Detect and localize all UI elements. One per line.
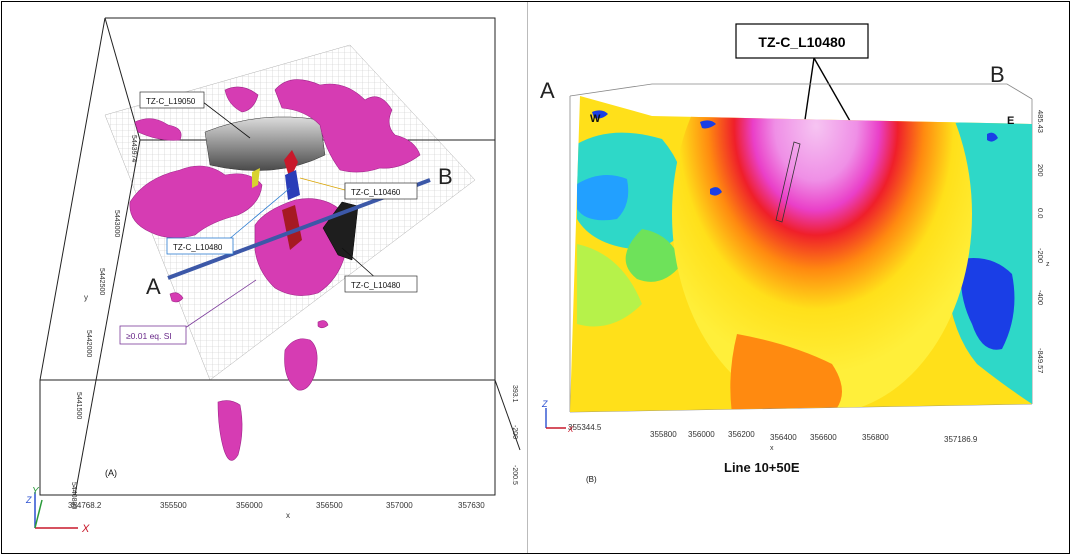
east-label: E <box>1007 115 1014 127</box>
x-tick-b-7: 357186.9 <box>944 435 978 444</box>
x-tick-5: 357630 <box>458 501 485 510</box>
x-tick-b-4: 356400 <box>770 433 797 442</box>
panel-divider <box>527 2 528 553</box>
x-tick-1: 355500 <box>160 501 187 510</box>
plate-red-lower <box>282 205 302 250</box>
panel-b-canvas: TZ-C_L10480 A B W E 485 <box>540 23 1050 484</box>
triad-a-y-label: Y <box>32 486 40 497</box>
top-label-text: TZ-C_L10480 <box>758 34 845 50</box>
z-tick-2: -200.5 <box>511 465 518 485</box>
callout-l10460-left-text: TZ-C_L10480 <box>173 243 223 252</box>
mag-body-north-small <box>224 86 259 113</box>
point-a-label-b: A <box>540 78 555 103</box>
plate-yellow <box>252 168 260 188</box>
x-tick-b-3: 356200 <box>728 430 755 439</box>
triad-b-x-label: X <box>567 425 574 434</box>
mag-body-west-fleck <box>169 292 184 303</box>
plate-red <box>284 150 298 180</box>
z-tick-b-5: -849.57 <box>1036 348 1045 373</box>
point-b-label-b: B <box>990 62 1005 87</box>
callout-l10460-left: TZ-C_L10480 <box>166 187 291 255</box>
panel-a-caption: (A) <box>105 468 117 478</box>
plate-blue <box>285 170 300 200</box>
y-tick-2: 5442000 <box>85 330 92 357</box>
callout-threshold: ≥0.01 eq. SI <box>119 279 257 345</box>
susceptibility-bodies <box>129 79 421 461</box>
top-label-box <box>735 23 869 59</box>
drill-trace <box>775 141 801 223</box>
x-axis-ticks-b: 355344.5 355800 356000 356200 356400 356… <box>568 423 978 444</box>
axis-triad-b: Z X <box>541 399 574 434</box>
point-a-label: A <box>146 274 161 299</box>
panel-a-3d-model: A B TZ-C_L19050 TZ-C_L10460 TZ-C_L10480 … <box>20 10 525 548</box>
mag-body-northwest-small <box>134 118 182 141</box>
x-tick-4: 357000 <box>386 501 413 510</box>
z-axis-ticks: 393.1 -200 -200.5 <box>511 385 518 485</box>
mag-body-south-deep <box>217 400 243 461</box>
z-tick-0: 393.1 <box>511 385 518 403</box>
section-title: Line 10+50E <box>724 460 800 475</box>
mag-body-north-arm <box>274 79 421 173</box>
callout-l19050: TZ-C_L19050 <box>139 91 251 139</box>
x-tick-b-2: 356000 <box>688 430 715 439</box>
z-axis-label-b: z <box>1046 261 1050 268</box>
y-tick-3: 5442500 <box>98 268 105 295</box>
z-tick-1: -200 <box>511 425 518 439</box>
x-axis-ticks: 354768.2 355500 356000 356500 357000 357… <box>68 501 485 510</box>
x-tick-0: 354768.2 <box>68 501 102 510</box>
triad-b-z-label: Z <box>541 399 548 409</box>
mag-body-central-west <box>129 165 263 239</box>
threshold-label: ≥0.01 eq. SI <box>126 331 172 341</box>
z-tick-b-1: 200 <box>1036 164 1045 177</box>
mag-body-east-fleck <box>317 320 329 329</box>
y-tick-5: 5443974 <box>130 135 137 162</box>
x-tick-3: 356500 <box>316 501 343 510</box>
z-tick-b-3: -200 <box>1036 248 1045 263</box>
z-tick-b-0: 485.43 <box>1036 110 1045 133</box>
y-axis-label: y <box>84 293 88 302</box>
y-tick-4: 5443000 <box>113 210 120 237</box>
z-tick-b-2: 0.0 <box>1036 208 1045 218</box>
point-b-label: B <box>438 164 453 189</box>
triad-a-z-label: Z <box>25 495 32 505</box>
y-axis-ticks: 5440830 5441500 5442000 5442500 5443000 … <box>70 135 137 509</box>
susceptibility-section <box>570 96 1032 412</box>
panel-b-cross-section: TZ-C_L10480 A B W E 485 <box>532 4 1067 494</box>
west-label: W <box>590 113 601 125</box>
x-tick-2: 356000 <box>236 501 263 510</box>
y-tick-1: 5441500 <box>75 392 82 419</box>
panel-a-canvas: A B TZ-C_L19050 TZ-C_L10460 TZ-C_L10480 … <box>25 17 521 535</box>
y-tick-0: 5440830 <box>70 482 77 509</box>
callout-l10480: TZ-C_L10480 <box>341 247 418 293</box>
callout-l19050-text: TZ-C_L19050 <box>146 97 196 106</box>
x-tick-b-6: 356800 <box>862 433 889 442</box>
callout-l10480-text: TZ-C_L10480 <box>351 281 401 290</box>
x-tick-b-0: 355344.5 <box>568 423 602 432</box>
x-tick-b-5: 356600 <box>810 433 837 442</box>
callout-l10460-upper: TZ-C_L10460 <box>299 177 418 200</box>
x-axis-label: x <box>286 511 290 520</box>
z-axis-ticks-b: 485.43 200 0.0 -200 -400 -849.57 <box>1036 110 1045 373</box>
panel-b-caption: (B) <box>586 475 597 484</box>
x-axis-label-b: x <box>770 445 774 452</box>
callout-l10460-upper-text: TZ-C_L10460 <box>351 188 401 197</box>
axis-triad-a: Y Z X <box>25 486 90 535</box>
mag-body-south <box>284 338 318 391</box>
z-tick-b-4: -400 <box>1036 290 1045 305</box>
x-tick-b-1: 355800 <box>650 430 677 439</box>
triad-a-x-label: X <box>81 523 90 535</box>
